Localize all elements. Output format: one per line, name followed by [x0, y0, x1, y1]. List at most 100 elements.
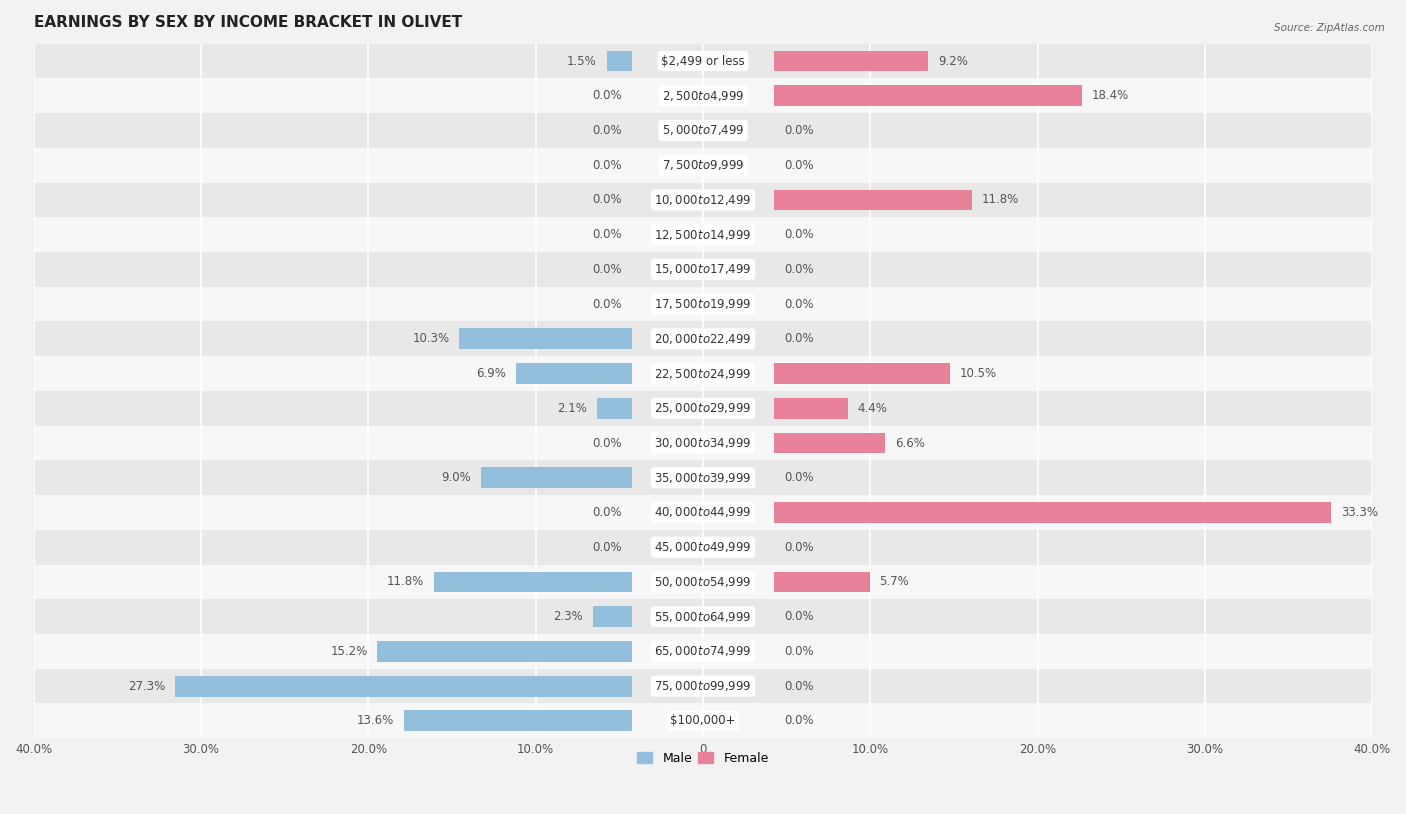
Text: $65,000 to $74,999: $65,000 to $74,999 — [654, 645, 752, 659]
Text: $12,500 to $14,999: $12,500 to $14,999 — [654, 228, 752, 242]
Text: EARNINGS BY SEX BY INCOME BRACKET IN OLIVET: EARNINGS BY SEX BY INCOME BRACKET IN OLI… — [34, 15, 461, 30]
Bar — [34, 461, 1372, 495]
Bar — [34, 182, 1372, 217]
Text: 0.0%: 0.0% — [592, 506, 621, 519]
Bar — [775, 502, 1331, 523]
Text: $100,000+: $100,000+ — [671, 715, 735, 728]
Text: $10,000 to $12,499: $10,000 to $12,499 — [654, 193, 752, 207]
Text: 2.1%: 2.1% — [557, 402, 586, 415]
Text: $25,000 to $29,999: $25,000 to $29,999 — [654, 401, 752, 415]
Text: $22,500 to $24,999: $22,500 to $24,999 — [654, 366, 752, 381]
Bar — [377, 641, 631, 662]
Text: $2,499 or less: $2,499 or less — [661, 55, 745, 68]
Text: 6.9%: 6.9% — [477, 367, 506, 380]
Bar — [34, 113, 1372, 148]
Bar — [34, 634, 1372, 669]
Bar — [34, 426, 1372, 461]
Bar — [34, 495, 1372, 530]
Bar — [775, 571, 869, 593]
Text: 6.6%: 6.6% — [894, 436, 925, 449]
Text: $40,000 to $44,999: $40,000 to $44,999 — [654, 505, 752, 519]
Bar — [516, 363, 631, 384]
Bar — [34, 217, 1372, 252]
Text: 9.2%: 9.2% — [938, 55, 967, 68]
Bar — [34, 565, 1372, 599]
Text: 0.0%: 0.0% — [592, 263, 621, 276]
Bar — [174, 676, 631, 697]
Bar — [434, 571, 631, 593]
Bar — [34, 669, 1372, 703]
Text: 1.5%: 1.5% — [567, 55, 596, 68]
Bar — [34, 78, 1372, 113]
Text: 0.0%: 0.0% — [592, 124, 621, 137]
Bar — [481, 467, 631, 488]
Text: 0.0%: 0.0% — [785, 540, 814, 554]
Text: 5.7%: 5.7% — [880, 575, 910, 589]
Bar — [34, 599, 1372, 634]
Text: 10.3%: 10.3% — [412, 332, 450, 345]
Text: $35,000 to $39,999: $35,000 to $39,999 — [654, 470, 752, 485]
Bar — [34, 322, 1372, 357]
Text: 0.0%: 0.0% — [592, 194, 621, 207]
Bar — [775, 398, 848, 418]
Bar — [775, 190, 972, 210]
Bar — [34, 252, 1372, 287]
Text: $25,000 to $29,999: $25,000 to $29,999 — [654, 401, 752, 415]
Text: $10,000 to $12,499: $10,000 to $12,499 — [654, 193, 752, 207]
Bar — [405, 711, 631, 731]
Text: 0.0%: 0.0% — [785, 228, 814, 241]
Text: $20,000 to $22,499: $20,000 to $22,499 — [654, 332, 752, 346]
Text: 0.0%: 0.0% — [785, 298, 814, 311]
Text: $50,000 to $54,999: $50,000 to $54,999 — [654, 575, 752, 589]
Text: 0.0%: 0.0% — [785, 263, 814, 276]
Text: 0.0%: 0.0% — [785, 715, 814, 728]
Text: $2,500 to $4,999: $2,500 to $4,999 — [662, 89, 744, 103]
Text: 0.0%: 0.0% — [785, 610, 814, 624]
Text: $40,000 to $44,999: $40,000 to $44,999 — [654, 505, 752, 519]
Text: 4.4%: 4.4% — [858, 402, 887, 415]
Text: $22,500 to $24,999: $22,500 to $24,999 — [654, 366, 752, 381]
Text: $5,000 to $7,499: $5,000 to $7,499 — [662, 124, 744, 138]
Text: 27.3%: 27.3% — [128, 680, 165, 693]
Text: 9.0%: 9.0% — [441, 471, 471, 484]
Text: 11.8%: 11.8% — [387, 575, 425, 589]
Bar — [34, 148, 1372, 182]
Text: $75,000 to $99,999: $75,000 to $99,999 — [654, 679, 752, 694]
Text: 0.0%: 0.0% — [592, 298, 621, 311]
Text: $2,500 to $4,999: $2,500 to $4,999 — [662, 89, 744, 103]
Bar — [775, 432, 884, 453]
Text: $12,500 to $14,999: $12,500 to $14,999 — [654, 228, 752, 242]
Text: $5,000 to $7,499: $5,000 to $7,499 — [662, 124, 744, 138]
Bar — [460, 328, 631, 349]
Text: $30,000 to $34,999: $30,000 to $34,999 — [654, 436, 752, 450]
Text: 0.0%: 0.0% — [592, 436, 621, 449]
Text: 0.0%: 0.0% — [785, 471, 814, 484]
Text: $15,000 to $17,499: $15,000 to $17,499 — [654, 262, 752, 277]
Bar — [34, 287, 1372, 322]
Text: 10.5%: 10.5% — [960, 367, 997, 380]
Text: $65,000 to $74,999: $65,000 to $74,999 — [654, 645, 752, 659]
Bar — [775, 363, 950, 384]
Text: 11.8%: 11.8% — [981, 194, 1019, 207]
Legend: Male, Female: Male, Female — [633, 747, 773, 770]
Text: $30,000 to $34,999: $30,000 to $34,999 — [654, 436, 752, 450]
Text: 0.0%: 0.0% — [592, 90, 621, 103]
Text: 33.3%: 33.3% — [1341, 506, 1378, 519]
Bar — [34, 44, 1372, 78]
Bar — [34, 703, 1372, 738]
Text: 15.2%: 15.2% — [330, 645, 367, 658]
Text: $2,499 or less: $2,499 or less — [661, 55, 745, 68]
Text: 0.0%: 0.0% — [785, 159, 814, 172]
Bar — [607, 50, 631, 72]
Text: $15,000 to $17,499: $15,000 to $17,499 — [654, 262, 752, 277]
Text: $20,000 to $22,499: $20,000 to $22,499 — [654, 332, 752, 346]
Text: Source: ZipAtlas.com: Source: ZipAtlas.com — [1274, 23, 1385, 33]
Text: 0.0%: 0.0% — [592, 228, 621, 241]
Text: $17,500 to $19,999: $17,500 to $19,999 — [654, 297, 752, 311]
Bar — [593, 606, 631, 627]
Text: 0.0%: 0.0% — [592, 159, 621, 172]
Bar — [775, 85, 1083, 106]
Text: $45,000 to $49,999: $45,000 to $49,999 — [654, 540, 752, 554]
Text: 0.0%: 0.0% — [785, 332, 814, 345]
Text: $45,000 to $49,999: $45,000 to $49,999 — [654, 540, 752, 554]
